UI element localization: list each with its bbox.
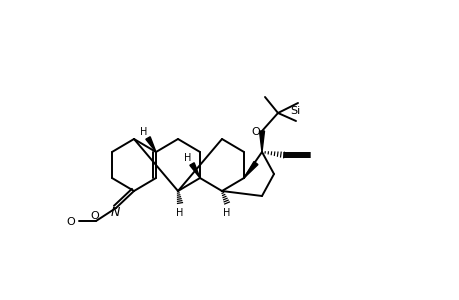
Text: H: H — [184, 153, 191, 163]
Text: H: H — [140, 127, 147, 137]
Text: O: O — [251, 127, 260, 137]
Polygon shape — [146, 137, 156, 152]
Polygon shape — [259, 131, 264, 152]
Polygon shape — [243, 161, 257, 178]
Text: N: N — [110, 206, 119, 220]
Text: O: O — [90, 211, 99, 221]
Text: H: H — [176, 208, 183, 218]
Polygon shape — [190, 163, 200, 178]
Text: H: H — [223, 208, 230, 218]
Text: O: O — [67, 217, 75, 227]
Text: Si: Si — [289, 106, 300, 116]
